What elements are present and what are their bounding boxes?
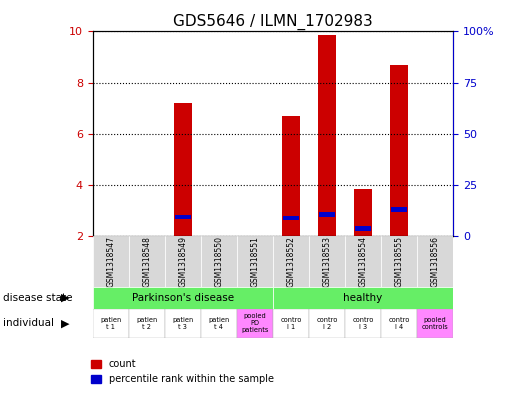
- Text: Parkinson's disease: Parkinson's disease: [132, 293, 234, 303]
- FancyBboxPatch shape: [129, 236, 165, 287]
- Bar: [175, 215, 191, 219]
- FancyBboxPatch shape: [165, 236, 201, 287]
- Bar: [282, 116, 300, 236]
- FancyBboxPatch shape: [345, 309, 381, 338]
- FancyBboxPatch shape: [273, 287, 453, 309]
- FancyBboxPatch shape: [201, 236, 237, 287]
- Bar: [318, 35, 336, 236]
- Title: GDS5646 / ILMN_1702983: GDS5646 / ILMN_1702983: [173, 14, 373, 30]
- Text: GSM1318555: GSM1318555: [394, 236, 404, 287]
- FancyBboxPatch shape: [273, 236, 309, 287]
- Text: GSM1318547: GSM1318547: [106, 236, 115, 287]
- FancyBboxPatch shape: [165, 309, 201, 338]
- Bar: [390, 65, 408, 236]
- FancyBboxPatch shape: [93, 287, 273, 309]
- Text: GSM1318556: GSM1318556: [431, 236, 440, 287]
- Bar: [355, 226, 371, 231]
- Bar: [354, 189, 372, 236]
- Text: pooled
controls: pooled controls: [422, 317, 449, 330]
- FancyBboxPatch shape: [237, 309, 273, 338]
- FancyBboxPatch shape: [381, 309, 417, 338]
- FancyBboxPatch shape: [93, 309, 129, 338]
- FancyBboxPatch shape: [309, 236, 345, 287]
- FancyBboxPatch shape: [273, 309, 309, 338]
- Text: ▶: ▶: [61, 293, 70, 303]
- Text: GSM1318552: GSM1318552: [286, 236, 296, 287]
- FancyBboxPatch shape: [345, 236, 381, 287]
- Text: healthy: healthy: [344, 293, 383, 303]
- FancyBboxPatch shape: [417, 236, 453, 287]
- FancyBboxPatch shape: [129, 309, 165, 338]
- Text: GSM1318551: GSM1318551: [250, 236, 260, 287]
- FancyBboxPatch shape: [93, 236, 129, 287]
- Text: patien
t 2: patien t 2: [136, 317, 158, 330]
- FancyBboxPatch shape: [417, 309, 453, 338]
- Text: contro
l 1: contro l 1: [280, 317, 302, 330]
- Text: GSM1318554: GSM1318554: [358, 236, 368, 287]
- Bar: [283, 216, 299, 220]
- Text: contro
l 4: contro l 4: [388, 317, 410, 330]
- Text: contro
l 2: contro l 2: [316, 317, 338, 330]
- Text: patien
t 4: patien t 4: [208, 317, 230, 330]
- FancyBboxPatch shape: [381, 236, 417, 287]
- FancyBboxPatch shape: [201, 309, 237, 338]
- Bar: [319, 212, 335, 217]
- Legend: count, percentile rank within the sample: count, percentile rank within the sample: [87, 356, 278, 388]
- Text: individual: individual: [3, 318, 54, 328]
- Text: contro
l 3: contro l 3: [352, 317, 374, 330]
- Text: patien
t 1: patien t 1: [100, 317, 122, 330]
- Text: GSM1318549: GSM1318549: [178, 236, 187, 287]
- Bar: [391, 207, 407, 211]
- Text: GSM1318553: GSM1318553: [322, 236, 332, 287]
- Bar: [174, 103, 192, 236]
- Text: pooled
PD
patients: pooled PD patients: [241, 313, 269, 333]
- Text: ▶: ▶: [61, 318, 70, 328]
- Text: GSM1318548: GSM1318548: [142, 236, 151, 287]
- FancyBboxPatch shape: [309, 309, 345, 338]
- Text: disease state: disease state: [3, 293, 72, 303]
- Text: patien
t 3: patien t 3: [172, 317, 194, 330]
- FancyBboxPatch shape: [237, 236, 273, 287]
- Text: GSM1318550: GSM1318550: [214, 236, 224, 287]
